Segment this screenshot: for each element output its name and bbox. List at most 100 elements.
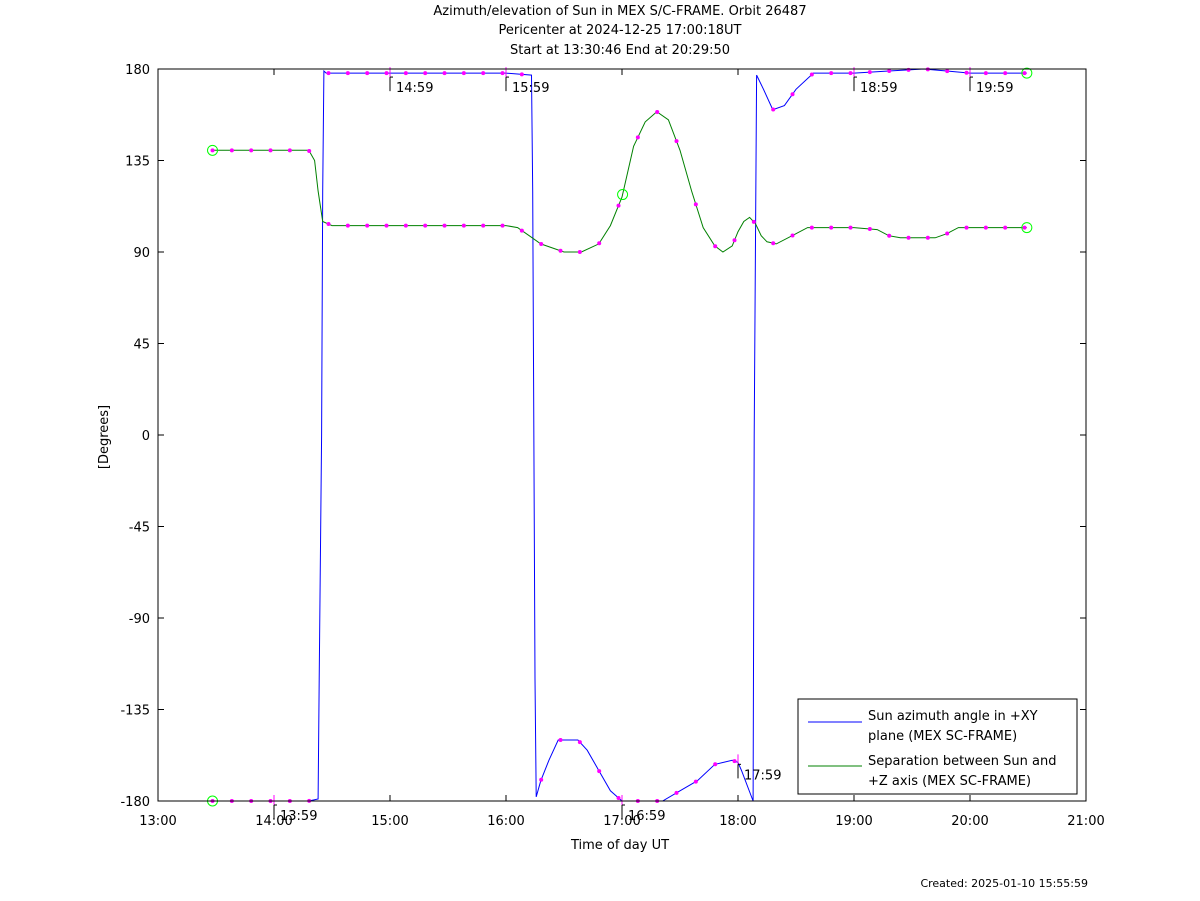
series-marker <box>829 71 834 76</box>
series-marker <box>751 219 756 224</box>
hour-label: 13:59 <box>280 809 317 824</box>
series-marker <box>326 71 331 76</box>
y-tick-label: 180 <box>125 63 150 78</box>
series-marker <box>945 69 950 74</box>
series-marker <box>713 244 718 249</box>
series-marker <box>577 250 582 254</box>
series-marker <box>442 223 447 228</box>
hour-label: 14:59 <box>396 81 433 96</box>
series-marker <box>867 70 872 75</box>
series-marker <box>500 223 505 228</box>
series-marker <box>674 139 679 144</box>
series-marker <box>268 148 273 153</box>
series-marker <box>983 71 988 76</box>
time-label-layer: 13:59 14:59 15:59 16:59 17:59 18:59 19:59 <box>273 67 1013 824</box>
series-marker <box>925 235 930 240</box>
series-marker <box>539 242 544 247</box>
plot-frame <box>157 68 1087 802</box>
series-marker <box>403 71 408 76</box>
series-line-azimuth <box>212 68 1027 802</box>
x-tick-label: 17:00 <box>603 814 640 829</box>
series-marker <box>732 759 737 764</box>
series-marker <box>384 223 389 228</box>
series-marker <box>442 71 447 76</box>
series-marker <box>1022 71 1027 76</box>
series-marker <box>577 740 582 745</box>
series-marker <box>867 226 872 231</box>
series-marker <box>210 148 215 153</box>
x-tick-label: 13:00 <box>139 814 176 829</box>
x-tick-labels: 13:00 14:00 15:00 16:00 17:00 18:00 19:00 20:00… <box>139 814 1104 829</box>
series-marker <box>771 107 776 112</box>
series-marker <box>249 148 254 153</box>
series-marker <box>887 233 892 238</box>
marker-layer <box>207 67 1033 807</box>
series-marker <box>423 71 428 76</box>
series-endpoint-circle <box>1021 222 1033 234</box>
series-marker <box>809 225 814 230</box>
series-marker <box>481 223 486 228</box>
x-tick-label: 15:00 <box>371 814 408 829</box>
series-marker <box>906 67 911 72</box>
series-marker <box>616 203 621 208</box>
series-marker <box>829 225 834 230</box>
series-marker <box>674 790 679 795</box>
series-marker <box>345 223 350 228</box>
y-tick-label: 135 <box>125 155 150 170</box>
series-marker <box>732 238 737 243</box>
x-tick-label: 19:00 <box>835 814 872 829</box>
x-tick-label: 16:00 <box>487 814 524 829</box>
series-marker <box>693 202 698 207</box>
series-marker <box>693 779 698 784</box>
y-tick-labels: 180 135 90 45 0 -45 -90 -135 -180 <box>120 63 150 810</box>
series-marker <box>307 149 312 154</box>
series-marker <box>365 223 370 228</box>
series-marker <box>1022 225 1027 230</box>
series-marker <box>809 72 814 77</box>
series-marker <box>983 225 988 230</box>
series-layer <box>212 68 1027 802</box>
series-marker <box>771 241 776 246</box>
series-marker <box>461 223 466 228</box>
series-marker <box>1003 225 1008 230</box>
series-marker <box>423 223 428 228</box>
hour-label: 16:59 <box>628 809 665 824</box>
series-marker <box>906 235 911 240</box>
series-marker <box>597 769 602 774</box>
series-marker <box>848 71 853 76</box>
legend: Sun azimuth angle in +XY plane (MEX SC-F… <box>797 698 1078 795</box>
chart-subtitle-range: Start at 13:30:46 End at 20:29:50 <box>509 43 731 58</box>
series-marker <box>519 72 524 77</box>
series-marker <box>713 762 718 767</box>
series-marker <box>229 148 234 153</box>
y-tick-label: 0 <box>142 429 150 444</box>
y-axis-label: [Degrees] <box>97 405 112 469</box>
series-line-separation <box>212 111 1027 253</box>
created-timestamp: Created: 2025-01-10 15:55:59 <box>920 877 1088 890</box>
series-marker <box>887 69 892 74</box>
legend-box <box>797 698 1078 795</box>
series-endpoint-circle <box>207 144 219 156</box>
y-tick-label: -90 <box>129 612 150 627</box>
series-marker <box>790 92 795 97</box>
series-marker <box>1003 71 1008 76</box>
series-marker <box>461 71 466 76</box>
x-tick-label: 14:00 <box>255 814 292 829</box>
hour-label: 17:59 <box>744 768 781 783</box>
series-marker <box>655 109 660 114</box>
y-tick-label: -180 <box>120 795 150 810</box>
series-marker <box>519 228 524 233</box>
x-tick-label: 18:00 <box>719 814 756 829</box>
hour-label: 18:59 <box>860 81 897 96</box>
series-marker <box>481 71 486 76</box>
series-marker <box>964 225 969 230</box>
chart-title: Azimuth/elevation of Sun in MEX S/C-FRAM… <box>433 4 807 19</box>
series-marker <box>500 71 505 76</box>
x-tick-label: 20:00 <box>951 814 988 829</box>
legend-label-separation-line1: Separation between Sun and <box>868 754 1056 769</box>
series-marker <box>384 71 389 76</box>
series-marker <box>597 241 602 246</box>
series-marker <box>558 248 563 253</box>
x-tick-label: 21:00 <box>1067 814 1104 829</box>
